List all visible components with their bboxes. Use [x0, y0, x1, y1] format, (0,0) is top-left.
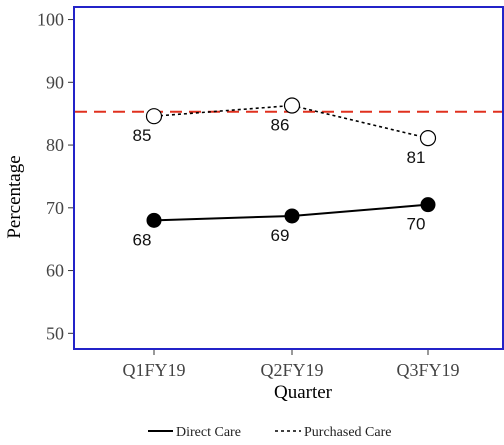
y-tick-label-50: 50	[46, 323, 64, 343]
y-tick-label-90: 90	[46, 72, 64, 92]
data-point	[284, 208, 300, 224]
data-label: 81	[407, 148, 426, 167]
y-axis: 50 60 70 80 90 100	[37, 10, 74, 343]
legend-item-direct-care: Direct Care	[148, 425, 241, 440]
y-tick-label-100: 100	[37, 10, 64, 30]
y-tick-label-80: 80	[46, 135, 64, 155]
data-label: 70	[407, 215, 426, 234]
plot-frame	[73, 6, 504, 350]
plot-area: 68 69 70 85 86 81	[75, 97, 502, 249]
y-tick-label-70: 70	[46, 198, 64, 218]
x-axis-title: Quarter	[274, 382, 333, 403]
legend-item-purchased-care: Purchased Care	[275, 425, 391, 440]
data-label: 68	[133, 230, 152, 249]
legend-label: Purchased Care	[304, 425, 391, 440]
x-axis: Q1FY19 Q2FY19 Q3FY19	[122, 349, 460, 380]
y-tick-label-60: 60	[46, 261, 64, 281]
data-label: 85	[133, 126, 152, 145]
legend-label: Direct Care	[176, 425, 241, 440]
data-point	[146, 212, 162, 228]
x-tick-label-Q3FY19: Q3FY19	[396, 360, 459, 380]
data-point	[419, 130, 437, 147]
data-point	[420, 197, 436, 213]
series-purchased-care: 85 86 81	[133, 97, 437, 167]
data-point	[283, 97, 301, 114]
x-tick-label-Q1FY19: Q1FY19	[122, 360, 185, 380]
data-point	[145, 108, 163, 125]
y-axis-title: Percentage	[4, 155, 25, 238]
series-direct-care: 68 69 70	[133, 197, 436, 249]
legend: Direct Care Purchased Care	[148, 425, 391, 440]
data-label: 86	[271, 116, 290, 135]
data-label: 69	[271, 226, 290, 245]
x-tick-label-Q2FY19: Q2FY19	[260, 360, 323, 380]
